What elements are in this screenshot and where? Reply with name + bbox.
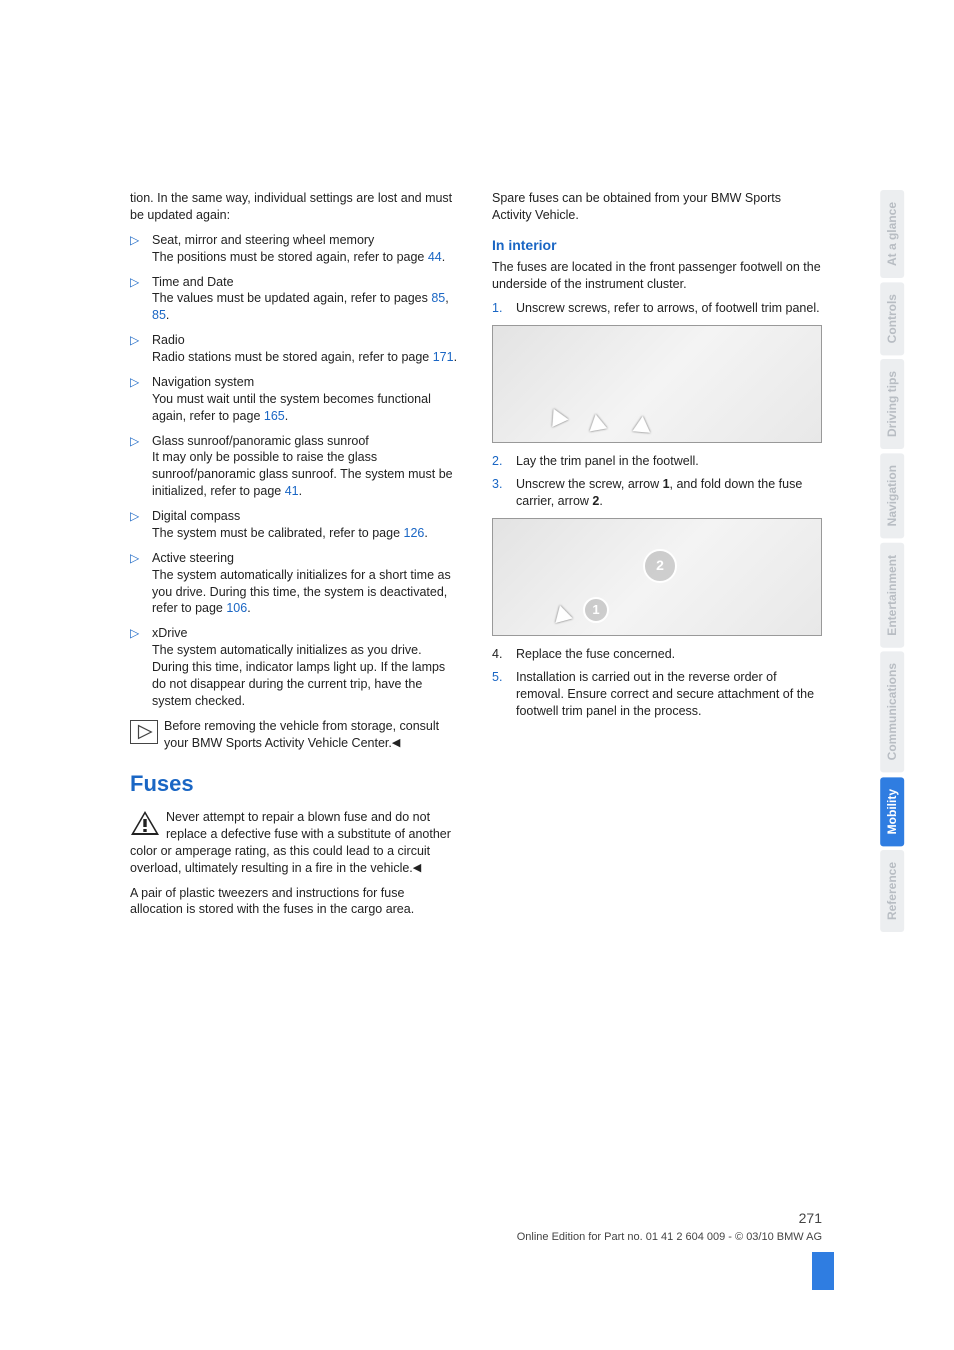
left-column: tion. In the same way, individual settin…	[130, 190, 460, 926]
end-marker-icon: ◀	[413, 861, 421, 876]
page-footer: 271 Online Edition for Part no. 01 41 2 …	[130, 1209, 822, 1245]
figure-1	[492, 325, 822, 443]
step-item: 3.Unscrew the screw, arrow 1, and fold d…	[492, 476, 822, 510]
side-tab-navigation[interactable]: Navigation	[880, 453, 904, 538]
list-item: Active steeringThe system automatically …	[130, 550, 460, 618]
steps-list-a: 1.Unscrew screws, refer to arrows, of fo…	[492, 300, 822, 317]
page-link[interactable]: 106	[226, 601, 247, 615]
side-tab-reference[interactable]: Reference	[880, 850, 904, 932]
after-warning-text: A pair of plastic tweezers and instructi…	[130, 885, 460, 919]
side-tab-driving-tips[interactable]: Driving tips	[880, 359, 904, 449]
page-link[interactable]: 85	[152, 308, 166, 322]
page-link[interactable]: 165	[264, 409, 285, 423]
step-item: 2.Lay the trim panel in the footwell.	[492, 453, 822, 470]
footer-bar	[812, 1252, 834, 1290]
list-item: Glass sunroof/panoramic glass sunroofIt …	[130, 433, 460, 501]
warning-text: Never attempt to repair a blown fuse and…	[130, 810, 451, 875]
page-link[interactable]: 85	[431, 291, 445, 305]
fuses-heading: Fuses	[130, 769, 460, 799]
callout-2: 2	[643, 549, 677, 583]
step-item: 5.Installation is carried out in the rev…	[492, 669, 822, 720]
figure-2: 2 1	[492, 518, 822, 636]
end-marker-icon: ◀	[392, 736, 400, 751]
step-item: 4.Replace the fuse concerned.	[492, 646, 822, 663]
page-link[interactable]: 44	[428, 250, 442, 264]
page-link[interactable]: 41	[285, 484, 299, 498]
list-item: Navigation systemYou must wait until the…	[130, 374, 460, 425]
warning-block: Never attempt to repair a blown fuse and…	[130, 809, 460, 877]
page-body: tion. In the same way, individual settin…	[0, 0, 954, 926]
side-tab-mobility[interactable]: Mobility	[880, 777, 904, 846]
bullet-list: Seat, mirror and steering wheel memoryTh…	[130, 232, 460, 710]
side-tab-entertainment[interactable]: Entertainment	[880, 543, 904, 648]
side-tab-communications[interactable]: Communications	[880, 651, 904, 772]
page-link[interactable]: 126	[404, 526, 425, 540]
page-link[interactable]: 171	[433, 350, 454, 364]
steps-list-c: 4.Replace the fuse concerned. 5.Installat…	[492, 646, 822, 720]
note-block: Before removing the vehicle from storage…	[130, 718, 460, 752]
intro-text: tion. In the same way, individual settin…	[130, 190, 460, 224]
steps-list-b: 2.Lay the trim panel in the footwell. 3.U…	[492, 453, 822, 510]
side-tabs: At a glance Controls Driving tips Navigatio…	[880, 190, 904, 932]
side-tab-at-a-glance[interactable]: At a glance	[880, 190, 904, 278]
callout-1: 1	[583, 597, 609, 623]
list-item: Seat, mirror and steering wheel memoryTh…	[130, 232, 460, 266]
list-item: xDriveThe system automatically initializ…	[130, 625, 460, 709]
warning-icon	[130, 810, 160, 836]
list-item: Time and DateThe values must be updated …	[130, 274, 460, 325]
list-item: RadioRadio stations must be stored again…	[130, 332, 460, 366]
right-column: Spare fuses can be obtained from your BM…	[492, 190, 822, 926]
interior-heading: In interior	[492, 236, 822, 255]
list-item: Digital compassThe system must be calibr…	[130, 508, 460, 542]
note-icon	[130, 720, 158, 744]
footer-line: Online Edition for Part no. 01 41 2 604 …	[517, 1231, 822, 1243]
interior-intro: The fuses are located in the front passe…	[492, 259, 822, 293]
step-item: 1.Unscrew screws, refer to arrows, of fo…	[492, 300, 822, 317]
side-tab-controls[interactable]: Controls	[880, 282, 904, 355]
spare-text: Spare fuses can be obtained from your BM…	[492, 190, 822, 224]
page-number: 271	[130, 1209, 822, 1228]
